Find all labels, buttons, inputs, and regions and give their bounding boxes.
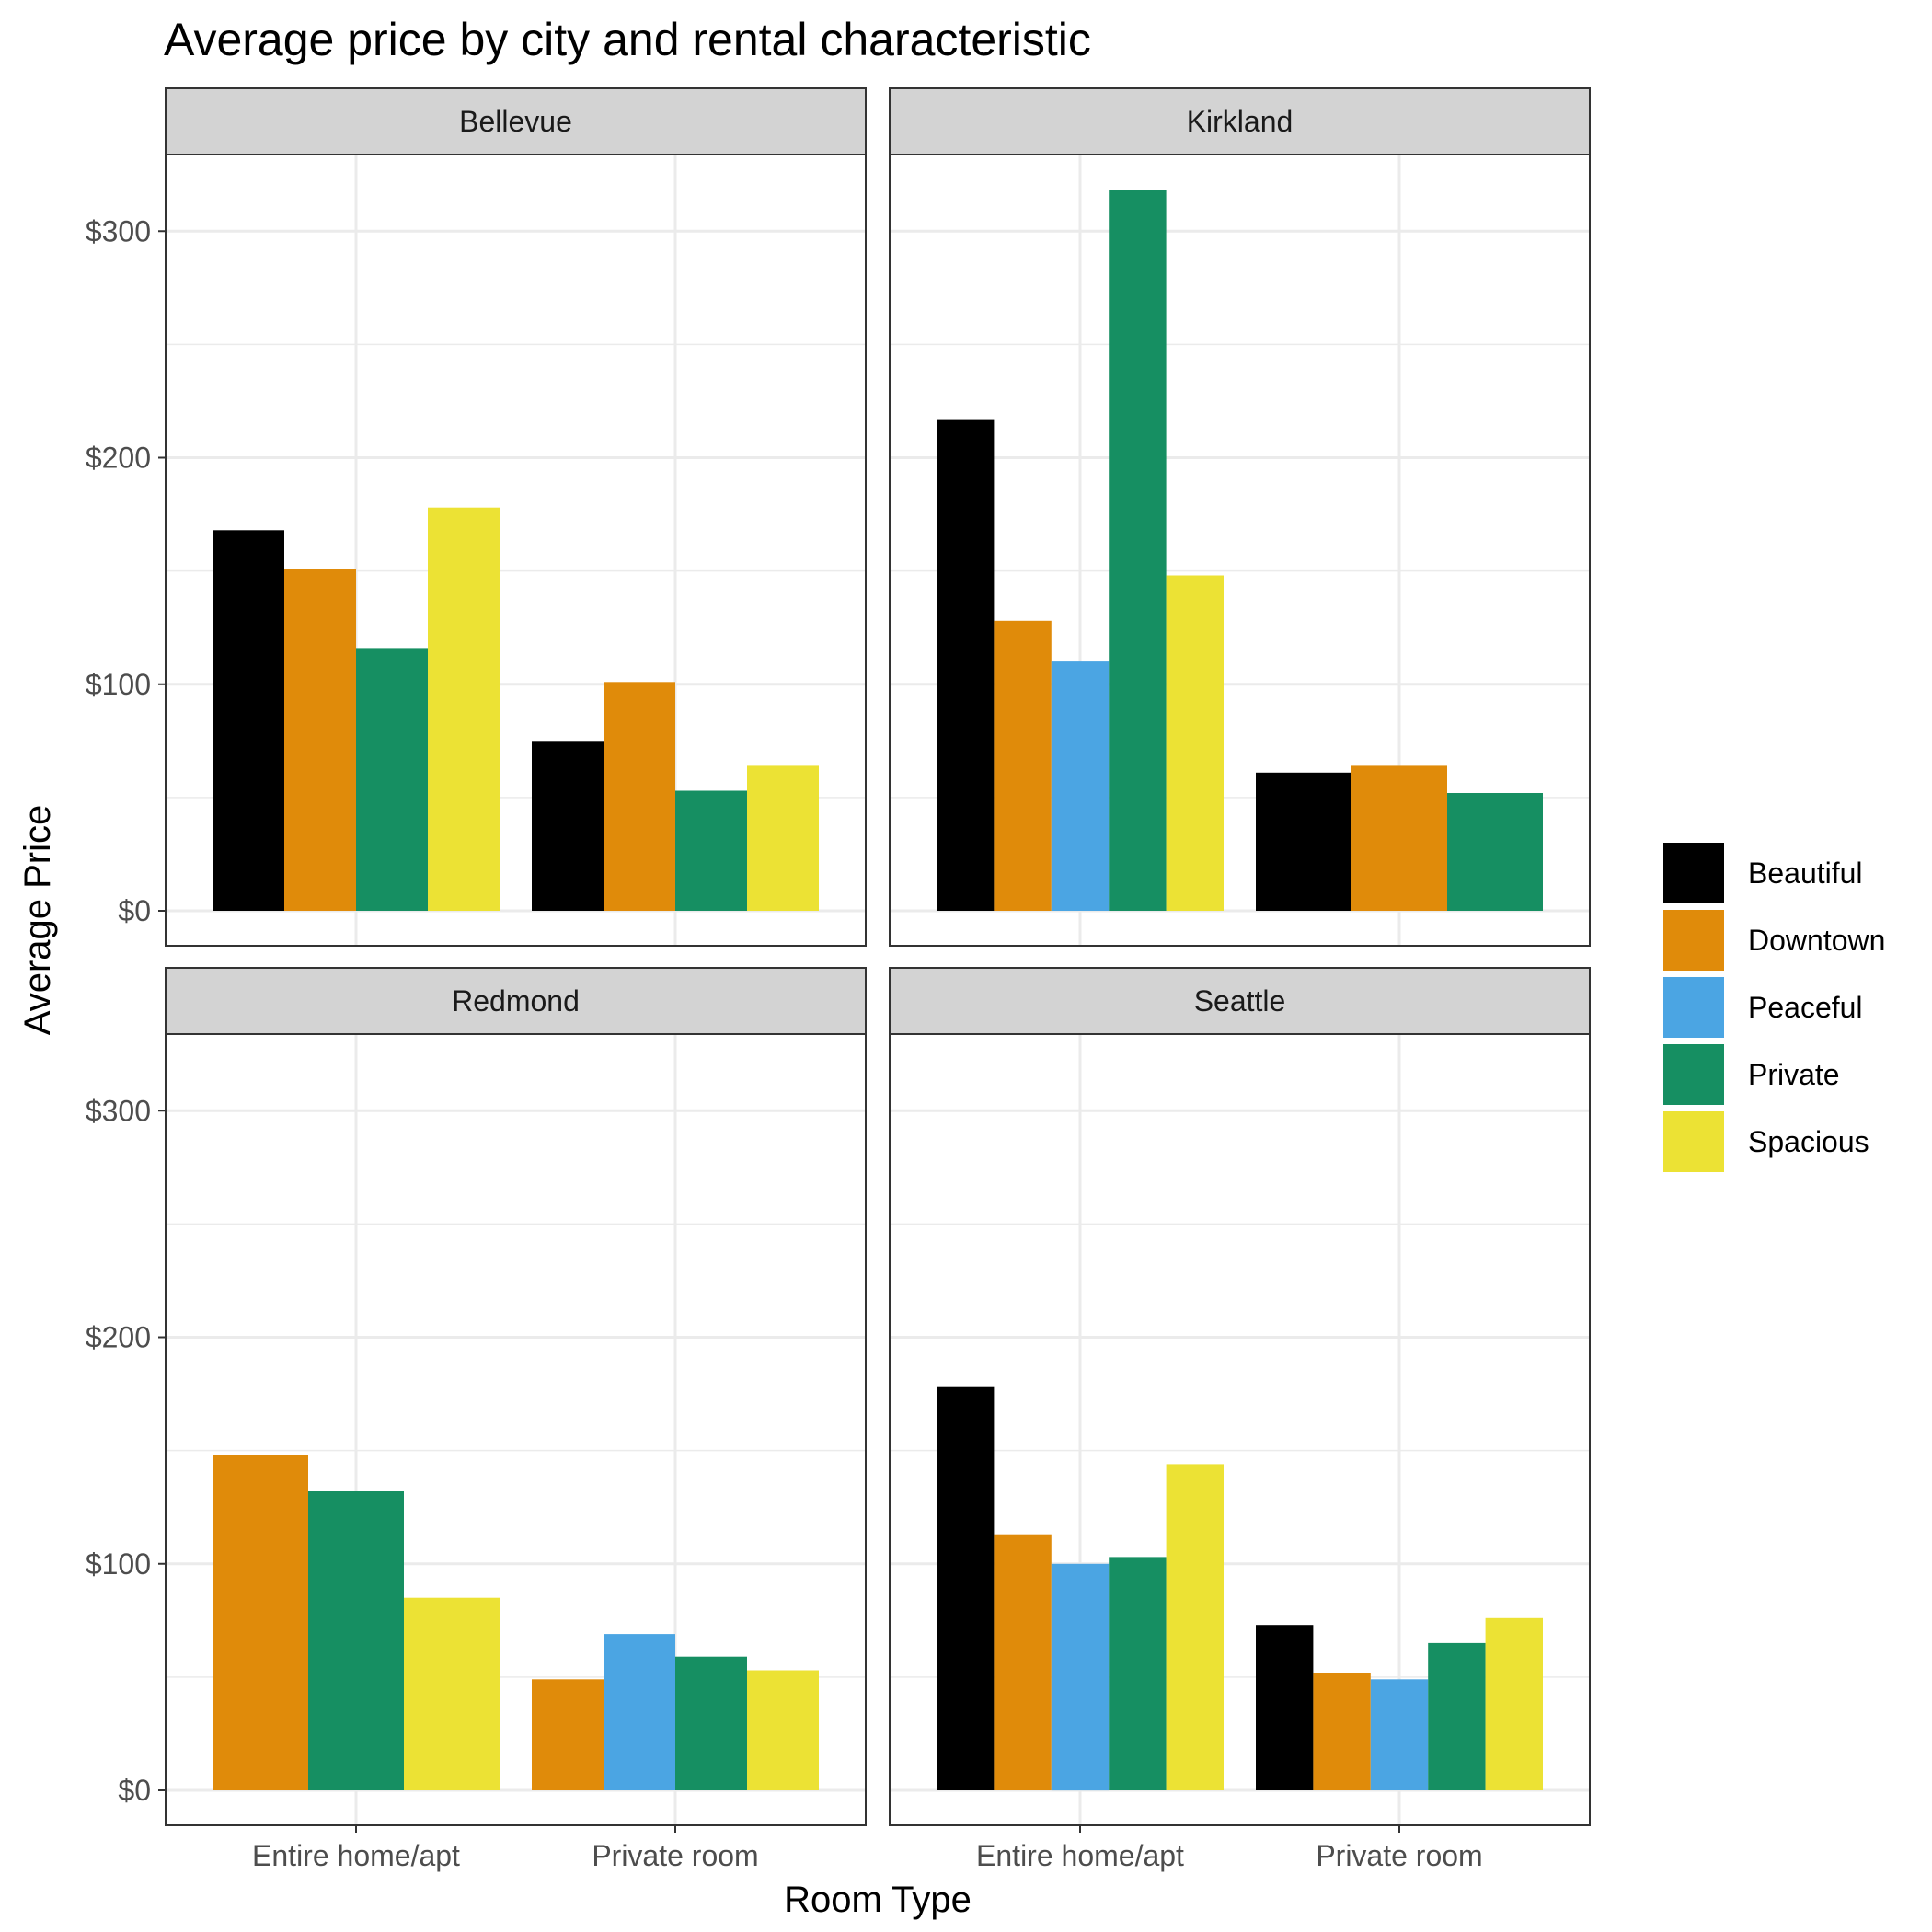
legend-item-beautiful: Beautiful — [1663, 843, 1863, 903]
bar-kirkland-entire-home-apt-downtown — [994, 620, 1052, 911]
panel-redmond: Redmond $0 $100 $200 $300 Entire home/apt Priv… — [86, 967, 867, 1872]
x-tick-label: Private room — [592, 1839, 758, 1872]
bar-seattle-private-room-beautiful — [1256, 1625, 1314, 1790]
panels: Bellevue $0 $100 $200 $300 Kirkland Redmond $0 $… — [86, 87, 1591, 1872]
bar-seattle-entire-home-apt-private — [1109, 1557, 1167, 1790]
bar-bellevue-private-room-spacious — [747, 765, 819, 911]
legend-item-downtown: Downtown — [1663, 910, 1885, 971]
bar-seattle-entire-home-apt-peaceful — [1051, 1563, 1110, 1791]
x-tick-label: Private room — [1316, 1839, 1482, 1872]
bar-kirkland-entire-home-apt-private — [1109, 190, 1167, 911]
bar-seattle-private-room-spacious — [1485, 1617, 1543, 1790]
bar-redmond-private-room-private — [675, 1656, 747, 1790]
y-tick-label: $200 — [86, 442, 151, 475]
bar-seattle-entire-home-apt-spacious — [1166, 1464, 1224, 1790]
bar-redmond-entire-home-apt-downtown — [213, 1455, 308, 1790]
bar-redmond-private-room-downtown — [532, 1679, 604, 1790]
strip-bellevue — [165, 87, 867, 155]
legend-label-peaceful: Peaceful — [1748, 991, 1863, 1024]
legend: Beautiful Downtown Peaceful Private Spacious — [1663, 843, 1885, 1172]
legend-item-private: Private — [1663, 1044, 1840, 1105]
panel-border — [889, 154, 1591, 947]
legend-label-beautiful: Beautiful — [1748, 857, 1863, 890]
bar-redmond-entire-home-apt-private — [308, 1491, 404, 1790]
bar-bellevue-private-room-private — [675, 790, 747, 911]
bar-seattle-private-room-private — [1428, 1642, 1486, 1790]
legend-label-spacious: Spacious — [1748, 1125, 1869, 1158]
y-tick-label: $100 — [86, 1547, 151, 1581]
strip-label-seattle: Seattle — [1194, 984, 1286, 1018]
panel-bellevue: Bellevue $0 $100 $200 $300 — [86, 87, 867, 947]
legend-key-private — [1663, 1044, 1724, 1105]
bar-redmond-entire-home-apt-spacious — [404, 1597, 500, 1790]
chart-title: Average price by city and rental charact… — [164, 14, 1091, 65]
bar-seattle-private-room-peaceful — [1370, 1679, 1429, 1790]
bar-kirkland-entire-home-apt-spacious — [1166, 575, 1224, 911]
panel-border — [165, 1033, 867, 1826]
panel-border — [165, 154, 867, 947]
bar-bellevue-entire-home-apt-private — [356, 648, 428, 911]
strip-redmond — [165, 967, 867, 1035]
y-tick-label: $300 — [86, 214, 151, 247]
bar-redmond-private-room-peaceful — [604, 1634, 675, 1790]
bar-bellevue-entire-home-apt-beautiful — [213, 530, 284, 911]
y-tick-label: $0 — [118, 894, 151, 927]
x-tick-label: Entire home/apt — [976, 1839, 1184, 1872]
bar-bellevue-private-room-beautiful — [532, 741, 604, 911]
legend-key-beautiful — [1663, 843, 1724, 903]
bar-bellevue-entire-home-apt-downtown — [284, 569, 356, 911]
bar-kirkland-private-room-downtown — [1351, 765, 1447, 911]
bar-kirkland-private-room-beautiful — [1256, 772, 1351, 911]
y-axis-title: Average Price — [17, 805, 58, 1036]
legend-label-private: Private — [1748, 1058, 1840, 1091]
legend-key-peaceful — [1663, 977, 1724, 1038]
y-tick-label: $0 — [118, 1774, 151, 1807]
bar-seattle-entire-home-apt-downtown — [994, 1534, 1052, 1790]
legend-item-spacious: Spacious — [1663, 1111, 1869, 1172]
bar-redmond-private-room-spacious — [747, 1670, 819, 1790]
bar-kirkland-entire-home-apt-beautiful — [937, 419, 995, 912]
y-tick-label: $300 — [86, 1094, 151, 1127]
panel-border — [889, 1033, 1591, 1826]
bar-bellevue-entire-home-apt-spacious — [428, 507, 500, 911]
bar-seattle-entire-home-apt-beautiful — [937, 1386, 995, 1790]
bar-kirkland-private-room-private — [1447, 793, 1543, 911]
x-tick-label: Entire home/apt — [252, 1839, 460, 1872]
strip-label-kirkland: Kirkland — [1187, 105, 1294, 138]
bar-kirkland-entire-home-apt-peaceful — [1051, 661, 1110, 911]
bar-seattle-private-room-downtown — [1313, 1673, 1371, 1790]
y-tick-label: $100 — [86, 668, 151, 701]
bar-bellevue-private-room-downtown — [604, 682, 675, 911]
x-axis-title: Room Type — [784, 1880, 972, 1920]
legend-label-downtown: Downtown — [1748, 924, 1885, 957]
panel-kirkland: Kirkland — [889, 87, 1591, 947]
legend-key-spacious — [1663, 1111, 1724, 1172]
strip-label-redmond: Redmond — [452, 984, 580, 1018]
y-tick-label: $200 — [86, 1321, 151, 1354]
strip-label-bellevue: Bellevue — [459, 105, 572, 138]
legend-item-peaceful: Peaceful — [1663, 977, 1863, 1038]
legend-key-downtown — [1663, 910, 1724, 971]
panel-seattle: Seattle Entire home/apt Private room — [889, 967, 1591, 1872]
